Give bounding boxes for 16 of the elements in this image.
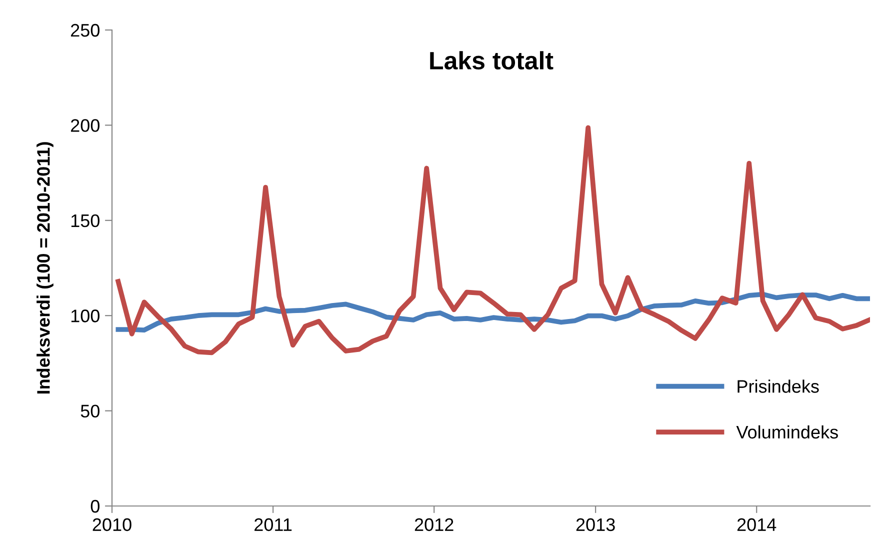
y-axis-title: Indeksverdi (100 = 2010-2011) bbox=[36, 142, 54, 394]
x-tick-label: 2012 bbox=[414, 518, 454, 532]
y-tick-label: 150 bbox=[71, 214, 100, 228]
x-tick-label: 2013 bbox=[576, 518, 615, 532]
y-tick-label: 0 bbox=[90, 500, 100, 513]
y-tick-label: 200 bbox=[70, 119, 100, 132]
y-tick-label: 50 bbox=[80, 404, 100, 418]
x-tick-label: 2010 bbox=[92, 518, 132, 532]
text: Laks totalt bbox=[430, 51, 554, 70]
legend-label: Volumindeks bbox=[736, 425, 838, 439]
x-tick-label: 2014 bbox=[737, 518, 776, 532]
y-tick-label: 250 bbox=[70, 24, 100, 37]
line-series bbox=[116, 125, 870, 356]
legend-label: Prisindeks bbox=[738, 380, 819, 393]
y-tick-label: 100 bbox=[71, 310, 100, 322]
x-tick-label: 2011 bbox=[254, 518, 292, 532]
